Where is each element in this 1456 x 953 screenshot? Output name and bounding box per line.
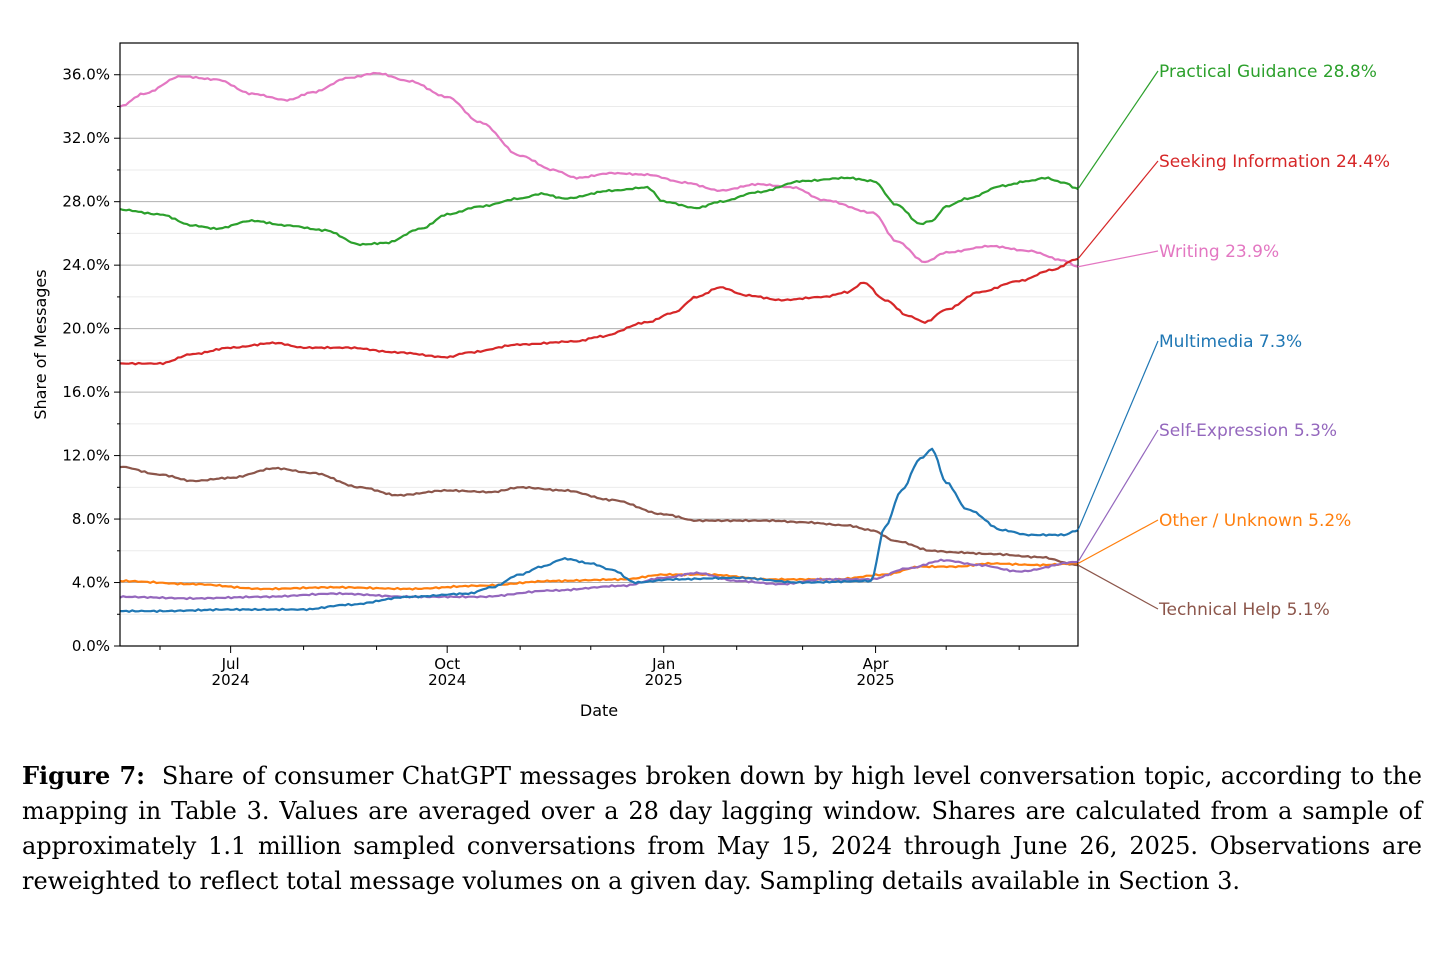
leader-line — [1077, 250, 1159, 268]
series-end-label: Writing 23.9% — [1159, 242, 1279, 262]
figure-caption: Figure 7: Share of consumer ChatGPT mess… — [22, 758, 1422, 899]
y-tick-label: 32.0% — [62, 129, 110, 147]
leader-line — [1077, 564, 1159, 610]
series-end-label: Self-Expression 5.3% — [1159, 421, 1337, 441]
grid — [120, 74, 1078, 615]
leader-line — [1077, 160, 1159, 260]
y-tick-label: 28.0% — [62, 193, 110, 211]
leader-line — [1077, 429, 1159, 563]
series-lines — [119, 71, 1079, 613]
x-axis-title: Date — [580, 701, 618, 720]
x-tick-label: 2025 — [645, 671, 683, 689]
y-axis: 0.0% 4.0% 8.0% 12.0% 16.0% 20.0% 24.0% 28.0% 32.… — [62, 66, 120, 655]
leader-line — [1077, 70, 1159, 190]
x-tick-label: 2024 — [428, 671, 466, 689]
caption-text: Share of consumer ChatGPT messages broke… — [22, 762, 1422, 895]
series-line — [119, 176, 1079, 247]
leader-line — [1077, 340, 1159, 531]
y-axis-title: Share of Messages — [31, 269, 50, 419]
series-end-label: Practical Guidance 28.8% — [1159, 62, 1377, 82]
series-line — [119, 465, 1079, 567]
series-line — [119, 257, 1079, 366]
chart: 0.0% 4.0% 8.0% 12.0% 16.0% 20.0% 24.0% 28.0% 32.… — [31, 42, 1390, 720]
series-end-label: Technical Help 5.1% — [1158, 600, 1330, 620]
series-end-label: Other / Unknown 5.2% — [1159, 511, 1351, 531]
series-line — [119, 561, 1079, 591]
y-tick-label: 24.0% — [62, 256, 110, 274]
series-line — [119, 71, 1079, 268]
y-tick-label: 20.0% — [62, 320, 110, 338]
x-tick-label: 2024 — [212, 671, 250, 689]
x-tick-label: Jul — [221, 655, 240, 673]
x-tick-label: 2025 — [856, 671, 894, 689]
series-line — [120, 447, 1079, 613]
y-tick-label: 4.0% — [72, 574, 110, 592]
x-tick-label: Oct — [434, 655, 460, 673]
y-tick-label: 36.0% — [62, 66, 110, 84]
plot-frame — [119, 42, 1079, 647]
series-end-label: Multimedia 7.3% — [1159, 332, 1302, 352]
leader-line — [1077, 519, 1159, 565]
y-tick-label: 8.0% — [72, 510, 110, 528]
series-end-label: Seeking Information 24.4% — [1159, 152, 1390, 172]
y-tick-label: 0.0% — [72, 637, 110, 655]
x-tick-label: Apr — [863, 655, 890, 673]
x-tick-label: Jan — [651, 655, 675, 673]
y-tick-label: 16.0% — [62, 383, 110, 401]
y-tick-label: 12.0% — [62, 447, 110, 465]
end-labels: Practical Guidance 28.8% Seeking Informat… — [1077, 62, 1390, 620]
series-line — [119, 558, 1079, 601]
caption-label: Figure 7: — [22, 761, 146, 790]
